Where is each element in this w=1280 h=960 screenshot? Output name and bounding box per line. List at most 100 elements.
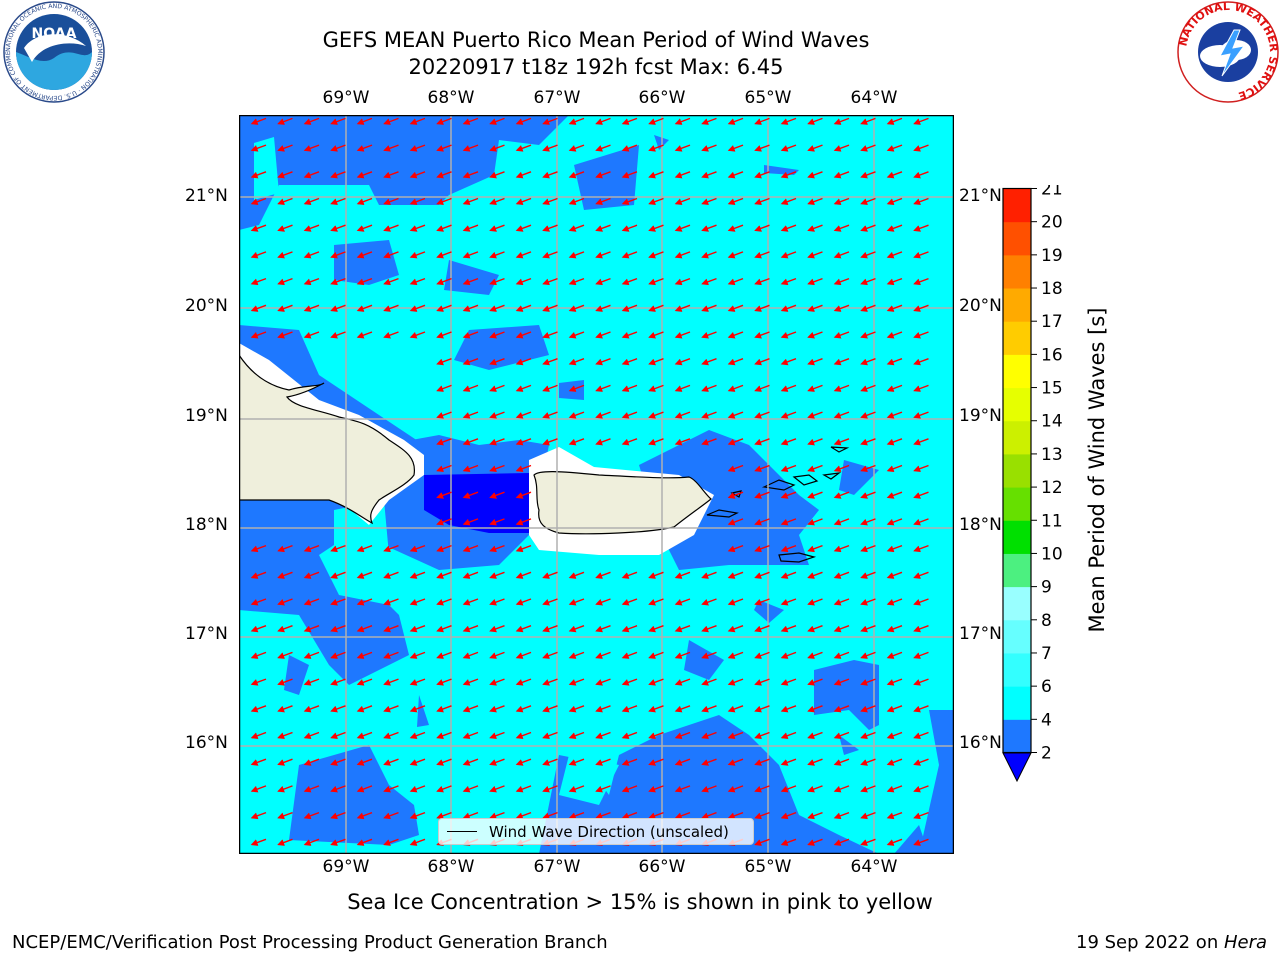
wind-wave-arrow (595, 785, 611, 793)
wind-wave-arrow (303, 224, 320, 232)
wind-wave-arrow (515, 117, 532, 125)
wind-wave-arrow (648, 304, 664, 312)
wind-wave-arrow (303, 331, 320, 339)
wind-wave-arrow (833, 544, 850, 553)
wind-wave-arrow (780, 838, 797, 846)
colorbar-tick-label: 13 (1041, 445, 1063, 465)
wind-wave-arrow (913, 731, 929, 740)
wind-wave-arrow (277, 651, 293, 659)
wind-wave-arrow (542, 571, 558, 579)
wind-wave-arrow (886, 705, 903, 713)
wind-wave-arrow (330, 625, 346, 633)
colorbar-tick-label: 8 (1041, 611, 1052, 631)
wind-wave-arrow (542, 358, 558, 366)
wind-wave-arrow (330, 598, 346, 606)
lat-label-right-17n: 17°N (959, 624, 1002, 644)
colorbar-tick-label: 11 (1041, 511, 1063, 531)
wind-wave-arrow (807, 224, 823, 232)
wind-wave-arrow (674, 411, 691, 419)
wind-wave-arrow (860, 678, 876, 686)
wind-wave-arrow (250, 197, 267, 206)
wind-wave-arrow (409, 651, 426, 659)
wind-wave-arrow (701, 411, 717, 419)
wind-wave-arrow (277, 705, 293, 713)
wind-wave-arrow (250, 144, 267, 152)
wind-wave-arrow (462, 464, 479, 473)
wind-wave-arrow (436, 144, 452, 152)
wind-wave-arrow (648, 705, 664, 713)
wind-wave-arrow (886, 625, 903, 633)
wind-wave-arrow (436, 304, 452, 312)
wind-wave-arrow (648, 171, 664, 179)
wind-wave-arrow (568, 384, 585, 392)
wind-wave-arrow (701, 785, 717, 793)
wind-wave-arrow (701, 598, 717, 606)
colorbar-band (1003, 321, 1031, 355)
wind-wave-arrow (568, 171, 585, 179)
wind-wave-arrow (595, 731, 611, 740)
wind-wave-arrow (250, 171, 267, 179)
wind-wave-arrow (515, 544, 532, 553)
wind-wave-arrow (780, 625, 797, 633)
wind-wave-arrow (568, 651, 585, 659)
wind-wave-arrow (807, 117, 823, 125)
lon-label-top-65w: 65°W (744, 88, 792, 108)
wind-wave-arrow (462, 544, 479, 553)
wind-wave-arrow (860, 571, 876, 579)
wind-wave-arrow (780, 277, 797, 286)
wind-wave-arrow (515, 651, 532, 659)
graticule (239, 115, 954, 854)
wind-wave-arrow (886, 464, 903, 473)
wind-wave-arrow (754, 411, 770, 419)
lat-label-right-19n: 19°N (959, 406, 1002, 426)
wind-wave-arrow (701, 304, 717, 312)
wind-wave-arrow (489, 384, 505, 392)
wind-wave-arrow (303, 625, 320, 633)
wind-wave-arrow (356, 117, 373, 125)
wind-wave-arrow (886, 384, 903, 392)
wind-wave-arrow (303, 838, 320, 846)
wind-wave-arrow (542, 438, 558, 446)
wind-wave-arrow (595, 411, 611, 419)
wind-wave-arrow (489, 518, 505, 526)
wind-wave-arrow (674, 811, 691, 820)
wind-wave-arrow (542, 625, 558, 633)
wind-wave-arrow (436, 224, 452, 232)
wind-wave-arrow (621, 384, 638, 392)
wind-wave-arrow (462, 491, 479, 499)
wind-wave-arrow (701, 731, 717, 740)
wind-wave-arrow (542, 277, 558, 286)
wind-wave-arrow (356, 598, 373, 606)
wind-wave-arrow (754, 651, 770, 659)
wind-wave-arrow (833, 625, 850, 633)
wind-wave-arrow (515, 464, 532, 473)
wind-wave-arrow (886, 251, 903, 259)
wind-wave-arrow (515, 571, 532, 579)
wind-wave-arrow (568, 705, 585, 713)
wind-wave-arrow (833, 277, 850, 286)
wind-wave-arrow (330, 544, 346, 553)
wind-wave-arrow (674, 598, 691, 606)
wind-wave-arrow (356, 224, 373, 232)
wind-wave-arrow (356, 758, 373, 766)
wind-wave-arrow (860, 518, 876, 526)
wind-wave-arrow (860, 651, 876, 659)
wind-wave-arrow (754, 331, 770, 339)
wind-wave-arrow (462, 144, 479, 152)
wind-wave-arrow (886, 224, 903, 232)
wind-wave-arrow (860, 491, 876, 499)
wind-wave-arrow (568, 358, 585, 366)
chart-subtitle: 20220917 t18z 192h fcst Max: 6.45 (408, 55, 784, 79)
wind-wave-arrow (436, 598, 452, 606)
wind-wave-arrow (515, 331, 532, 339)
wind-wave-arrow (833, 384, 850, 392)
wind-wave-arrow (489, 758, 505, 766)
wind-wave-arrow (727, 117, 744, 125)
wind-wave-arrow (542, 731, 558, 740)
wind-wave-arrow (462, 758, 479, 766)
wind-wave-arrow (913, 651, 929, 659)
wind-wave-arrow (860, 811, 876, 820)
wind-wave-arrow (250, 838, 267, 846)
wind-wave-arrow (462, 384, 479, 392)
wind-wave-arrow (780, 224, 797, 232)
